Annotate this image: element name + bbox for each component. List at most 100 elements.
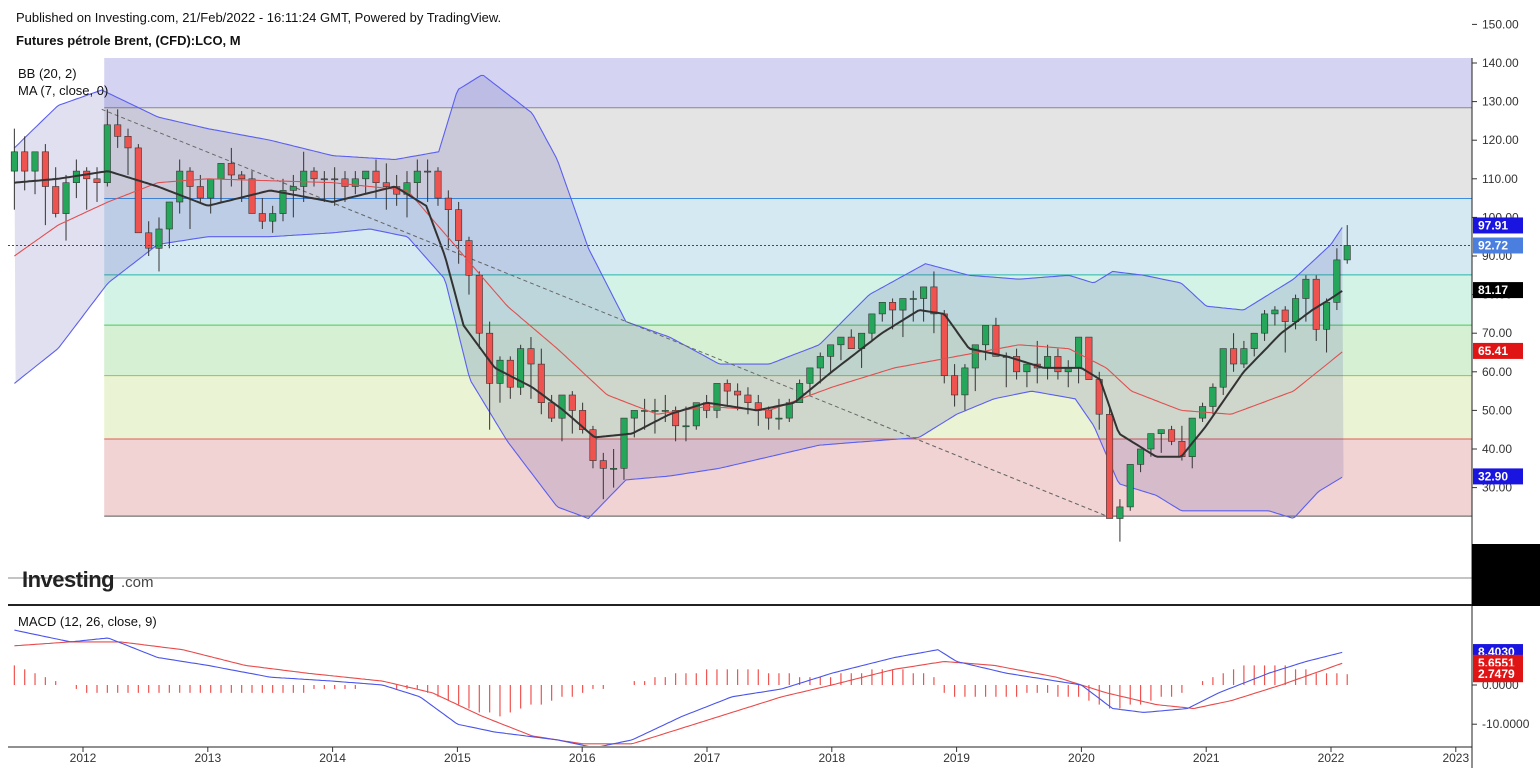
candle-body (227, 163, 235, 176)
badge-bg (1473, 217, 1523, 234)
price-tick-label: 110.00 (1482, 172, 1518, 186)
macd-signal-line (14, 641, 1343, 745)
ma-indicator-label[interactable]: MA (7, close, 0) (18, 83, 108, 98)
candle-body (661, 410, 669, 412)
candle-body (362, 170, 370, 180)
candle-body (279, 190, 287, 214)
candle-body (610, 467, 618, 470)
candle-body (176, 170, 184, 203)
candle-body (1168, 429, 1176, 442)
macd-pane (13, 629, 1348, 746)
candle-body (62, 182, 70, 214)
candle-body (103, 124, 111, 184)
candle-body (651, 410, 659, 412)
price-axis[interactable]: 30.0040.0050.0060.0070.0080.0090.00100.0… (1472, 17, 1519, 495)
time-tick-label: 2017 (694, 751, 721, 765)
bb-upper-line (14, 74, 1343, 365)
candle-body (692, 402, 700, 427)
candle-body (723, 383, 731, 392)
logo-suffix: .com (121, 574, 154, 591)
candle-body (424, 170, 432, 173)
candle-body (434, 170, 442, 199)
candle-body (196, 186, 204, 199)
candle-body (351, 178, 359, 187)
candle-body (1116, 506, 1124, 519)
badge-bg (1473, 282, 1523, 299)
candle-body (207, 178, 215, 199)
candle-body (341, 178, 349, 187)
bb-indicator-label[interactable]: BB (20, 2) (18, 66, 77, 81)
fib-zone (104, 107, 1472, 199)
price-tick-label: 50.00 (1482, 403, 1512, 417)
candle-body (1137, 448, 1145, 465)
price-tick-label: 150.00 (1482, 17, 1519, 31)
candle-body (744, 394, 752, 403)
price-tick-label: 70.00 (1482, 326, 1512, 340)
time-tick-label: 2021 (1193, 751, 1220, 765)
fib-zone (104, 198, 1472, 275)
candle-body (992, 325, 1000, 357)
macd-line (14, 629, 1343, 746)
candle-body (713, 383, 721, 411)
candle-body (527, 348, 535, 365)
candle-body (765, 410, 773, 419)
candle-body (1157, 429, 1165, 434)
candle-body (940, 313, 948, 376)
candle-body (909, 298, 917, 300)
price-badge: 32.90 (1473, 468, 1523, 485)
price-tick-label: 140.00 (1482, 56, 1519, 70)
candle-body (444, 197, 452, 211)
time-axis[interactable]: 2012 2013 2014 2015 2016 2017 2018 2019 2020 2021… (70, 747, 1470, 765)
candle-body (1302, 278, 1310, 299)
moving-averages (14, 170, 1343, 458)
badge-text: 92.72 (1478, 239, 1508, 253)
candles (10, 109, 1351, 542)
badge-bg (1473, 237, 1523, 254)
candle-body (847, 336, 855, 350)
badge-bg (1473, 468, 1523, 485)
candle-body (310, 170, 318, 180)
candle-body (868, 313, 876, 334)
candle-body (951, 375, 959, 396)
candle-body (155, 228, 163, 249)
time-tick-label: 2012 (70, 751, 97, 765)
candle-body (899, 298, 907, 311)
candle-body (589, 429, 597, 461)
time-tick-label: 2020 (1068, 751, 1095, 765)
candle-body (217, 163, 225, 180)
candle-body (300, 170, 308, 187)
candle-body (682, 425, 690, 428)
candle-body (1023, 363, 1031, 373)
fib-zone (104, 58, 1472, 108)
badge-bg (1473, 666, 1523, 683)
fib-zone (104, 438, 1472, 517)
candle-body (145, 232, 153, 249)
badge-text: 81.17 (1478, 283, 1508, 297)
candle-body (537, 363, 545, 404)
price-badge: 81.17 (1473, 282, 1523, 299)
candle-body (269, 213, 277, 222)
candle-body (165, 201, 173, 230)
candle-body (1147, 433, 1155, 450)
candle-body (1054, 356, 1062, 373)
candle-body (568, 394, 576, 411)
badge-text: 65.41 (1478, 344, 1508, 358)
macd-indicator-label[interactable]: MACD (12, 26, close, 9) (18, 614, 157, 629)
candle-body (961, 367, 969, 396)
candle-body (599, 460, 607, 469)
time-tick-label: 2015 (444, 751, 471, 765)
candle-body (186, 170, 194, 187)
candle-body (475, 274, 483, 334)
candle-body (1333, 259, 1341, 303)
candle-body (1271, 309, 1279, 315)
candle-body (1323, 301, 1331, 330)
candle-body (806, 367, 814, 384)
candle-body (971, 344, 979, 369)
investing-logo: Investing .com (22, 567, 154, 592)
candle-body (455, 209, 463, 241)
price-badge: 65.41 (1473, 342, 1523, 359)
candle-body (114, 124, 122, 137)
fib-zone (104, 274, 1472, 326)
